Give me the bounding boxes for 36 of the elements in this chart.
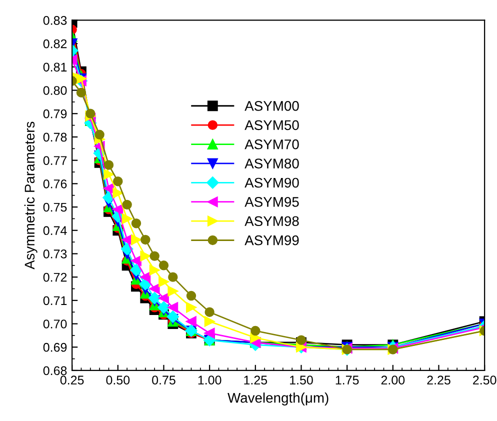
- legend-label: ASYM00: [244, 101, 299, 111]
- y-tick-label: 0.82: [43, 39, 67, 48]
- x-tick-label: 0.50: [106, 376, 130, 385]
- y-axis-title: Asymmetric Parameters: [24, 122, 38, 270]
- x-axis-title: Wavelength(μm): [228, 392, 328, 406]
- x-tick-label: 2.00: [381, 376, 405, 385]
- x-tick-label: 2.50: [473, 376, 496, 385]
- legend-label: ASYM99: [244, 235, 299, 246]
- y-tick-label: 0.70: [43, 320, 67, 328]
- y-tick-label: 0.72: [43, 272, 67, 282]
- y-tick-label: 0.76: [43, 179, 67, 188]
- x-tick-label: 0.75: [152, 376, 176, 385]
- x-tick-label: 1.00: [198, 376, 222, 385]
- y-tick-label: 0.79: [43, 109, 67, 118]
- x-tick-label: 1.50: [290, 376, 313, 385]
- y-tick-label: 0.73: [43, 250, 67, 258]
- y-tick-label: 0.83: [43, 16, 67, 25]
- legend-label: ASYM80: [244, 158, 299, 168]
- y-tick-label: 0.81: [43, 62, 67, 72]
- legend-label: ASYM90: [244, 178, 299, 188]
- y-tick-label: 0.78: [43, 132, 67, 142]
- legend-label: ASYM50: [244, 120, 299, 130]
- legend-label: ASYM98: [244, 216, 299, 226]
- y-tick-label: 0.74: [43, 226, 67, 236]
- legend-label: ASYM70: [244, 139, 299, 150]
- y-tick-label: 0.80: [43, 86, 67, 95]
- y-tick-label: 0.71: [43, 296, 67, 306]
- y-tick-label: 0.68: [43, 366, 67, 376]
- x-tick-label: 0.25: [60, 376, 84, 385]
- x-tick-label: 1.75: [336, 376, 359, 385]
- y-tick-label: 0.75: [43, 202, 67, 212]
- x-tick-label: 2.25: [427, 376, 450, 385]
- x-tick-label: 1.25: [244, 376, 268, 385]
- y-tick-label: 0.77: [43, 156, 67, 165]
- legend-label: ASYM95: [244, 197, 299, 207]
- y-tick-label: 0.69: [43, 342, 67, 352]
